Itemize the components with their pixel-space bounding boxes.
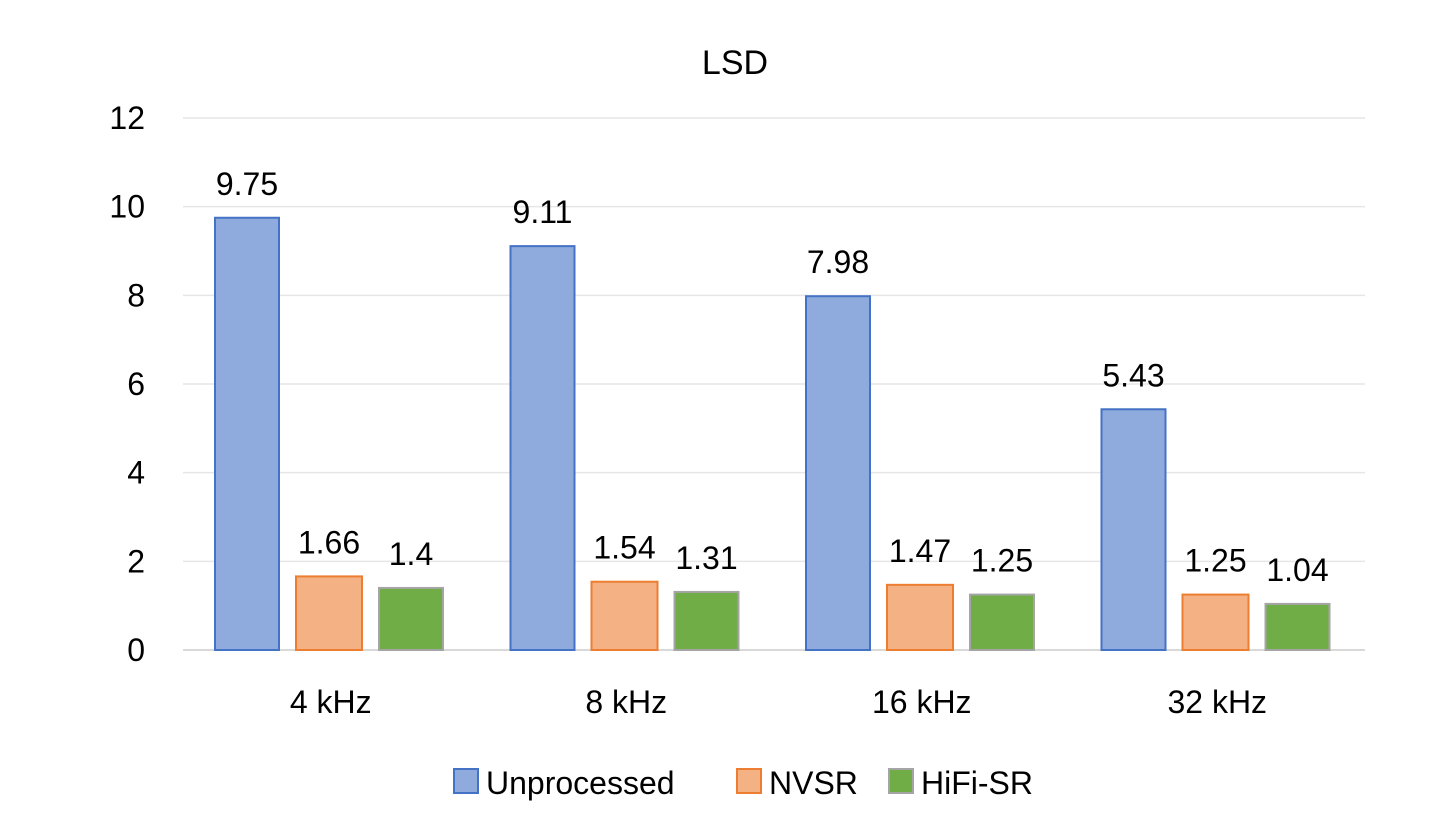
data-label-hifi-sr: 1.4 bbox=[389, 536, 433, 572]
bar-nvsr bbox=[295, 575, 363, 652]
y-tick-label: 12 bbox=[109, 100, 145, 136]
data-label-nvsr: 1.25 bbox=[1184, 543, 1246, 579]
legend-swatch-unprocessed bbox=[453, 768, 479, 794]
bars bbox=[214, 216, 1331, 652]
data-label-unprocessed: 9.75 bbox=[216, 166, 278, 202]
x-category-label: 32 kHz bbox=[1167, 684, 1267, 720]
bar-unprocessed bbox=[509, 245, 576, 652]
data-labels: 9.75 1.66 1.4 9.11 1.54 1.31 7.98 1.47 1.25 5.43 1… bbox=[216, 166, 1329, 588]
legend-label-unprocessed: Unprocessed bbox=[486, 765, 675, 801]
data-label-nvsr: 1.47 bbox=[889, 533, 951, 569]
data-label-nvsr: 1.54 bbox=[593, 530, 655, 566]
data-label-unprocessed: 9.11 bbox=[513, 194, 573, 230]
bar-hifi-sr bbox=[673, 590, 740, 652]
bar-hifi-sr bbox=[378, 586, 444, 652]
data-label-unprocessed: 5.43 bbox=[1102, 357, 1164, 393]
chart-title: LSD bbox=[702, 44, 768, 82]
bar-nvsr bbox=[886, 583, 954, 652]
bar-nvsr bbox=[590, 580, 659, 652]
data-label-hifi-sr: 1.31 bbox=[675, 540, 737, 576]
bar-unprocessed bbox=[214, 216, 280, 651]
y-tick-label: 10 bbox=[109, 189, 145, 225]
bar-hifi-sr bbox=[1264, 602, 1331, 651]
y-tick-label: 4 bbox=[127, 455, 145, 491]
x-category-label: 4 kHz bbox=[290, 684, 372, 720]
y-tick-label: 0 bbox=[127, 632, 145, 668]
y-tick-label: 2 bbox=[127, 543, 145, 579]
legend-label-hifi-sr: HiFi-SR bbox=[921, 765, 1033, 801]
x-category-label: 8 kHz bbox=[585, 684, 667, 720]
x-axis-categories: 4 kHz 8 kHz 16 kHz 32 kHz bbox=[290, 684, 1267, 720]
bar-unprocessed bbox=[805, 295, 871, 651]
bar-unprocessed bbox=[1100, 408, 1167, 651]
data-label-unprocessed: 7.98 bbox=[807, 244, 869, 280]
legend-swatch-hifi-sr bbox=[888, 768, 914, 794]
y-tick-label: 8 bbox=[127, 277, 145, 313]
y-tick-label: 6 bbox=[127, 366, 145, 402]
x-category-label: 16 kHz bbox=[872, 684, 972, 720]
bar-hifi-sr bbox=[969, 593, 1035, 651]
legend: Unprocessed NVSR HiFi-SR bbox=[453, 765, 1033, 801]
data-label-hifi-sr: 1.25 bbox=[971, 543, 1033, 579]
data-label-hifi-sr: 1.04 bbox=[1266, 552, 1328, 588]
gridlines bbox=[183, 117, 1365, 651]
data-label-nvsr: 1.66 bbox=[298, 524, 360, 560]
legend-label-nvsr: NVSR bbox=[769, 765, 858, 801]
y-axis-ticks: 0 2 4 6 8 10 12 bbox=[109, 100, 145, 668]
legend-swatch-nvsr bbox=[736, 768, 762, 794]
bar-nvsr bbox=[1181, 593, 1250, 651]
